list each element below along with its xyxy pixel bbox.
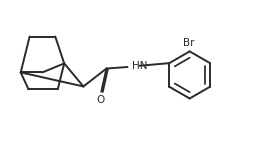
Text: O: O [96,95,104,105]
Text: HN: HN [132,61,148,71]
Text: Br: Br [183,38,194,48]
